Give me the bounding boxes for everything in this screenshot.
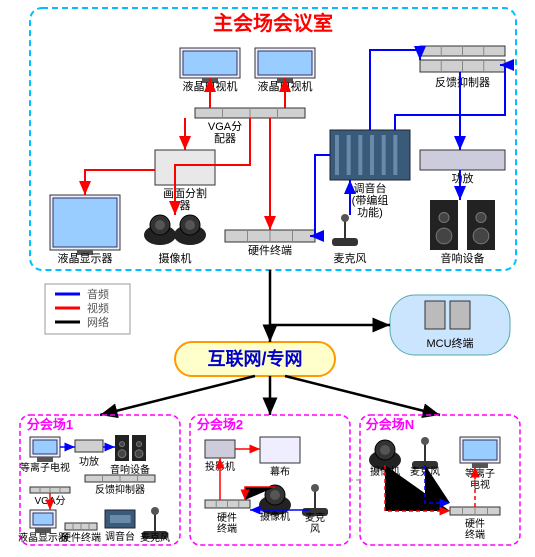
- svg-text:分会场1: 分会场1: [27, 417, 73, 432]
- svg-text:功能): 功能): [357, 205, 383, 219]
- svg-text:MCU终端: MCU终端: [426, 336, 473, 350]
- svg-text:画面分割: 画面分割: [163, 186, 207, 200]
- svg-text:麦克风: 麦克风: [334, 252, 367, 265]
- device: 功放: [420, 150, 505, 185]
- svg-text:主会场会议室: 主会场会议室: [213, 11, 333, 35]
- svg-text:反馈抑制器: 反馈抑制器: [95, 483, 145, 496]
- svg-text:麦克风: 麦克风: [140, 532, 170, 544]
- svg-text:音响设备: 音响设备: [110, 463, 150, 476]
- svg-text:电视: 电视: [470, 478, 490, 491]
- svg-text:麦克: 麦克: [305, 512, 325, 524]
- svg-text:终端: 终端: [217, 522, 237, 535]
- svg-text:配器: 配器: [214, 132, 236, 145]
- svg-text:液晶显示器: 液晶显示器: [58, 251, 113, 265]
- svg-text:功放: 功放: [79, 455, 99, 468]
- svg-text:网络: 网络: [87, 315, 109, 329]
- svg-text:视频: 视频: [87, 301, 109, 315]
- sub-room: 分会场2投影机幕布硬件终端摄像机麦克风: [190, 415, 350, 545]
- svg-text:幕布: 幕布: [270, 465, 290, 478]
- svg-text:分会场N: 分会场N: [366, 417, 414, 432]
- svg-text:硬件: 硬件: [217, 512, 237, 524]
- legend: 音频视频网络: [45, 284, 130, 334]
- svg-text:终端: 终端: [465, 528, 485, 541]
- svg-text:硬件: 硬件: [465, 518, 485, 530]
- internet-node: 互联网/专网: [175, 342, 335, 376]
- svg-text:风: 风: [310, 523, 320, 535]
- svg-text:硬件终端: 硬件终端: [248, 243, 292, 257]
- svg-text:调音台: 调音台: [354, 181, 387, 195]
- sub-room: 分会场1等离子电视功放音响设备反馈抑制器VGA分液晶显示器硬件终端调音台麦克风: [18, 415, 180, 545]
- svg-text:功放: 功放: [452, 171, 474, 185]
- svg-text:等离子: 等离子: [465, 467, 495, 480]
- svg-text:互联网/专网: 互联网/专网: [207, 348, 302, 369]
- svg-text:摄像机: 摄像机: [159, 251, 192, 265]
- svg-text:器: 器: [180, 199, 191, 212]
- svg-text:分会场2: 分会场2: [197, 417, 243, 432]
- svg-text:等离子电视: 等离子电视: [20, 461, 70, 474]
- svg-text:硬件终端: 硬件终端: [61, 531, 101, 544]
- device: 液晶显示器: [50, 195, 120, 265]
- svg-text:摄像机: 摄像机: [260, 510, 290, 523]
- svg-text:音响设备: 音响设备: [441, 251, 485, 265]
- svg-text:VGA分: VGA分: [208, 120, 242, 133]
- mcu: MCU终端: [390, 295, 510, 355]
- sub-room: 分会场N摄像机麦克风等离子电视硬件终端: [360, 415, 520, 545]
- svg-text:音频: 音频: [87, 287, 109, 301]
- svg-text:反馈抑制器: 反馈抑制器: [435, 75, 490, 89]
- diagram-canvas: 主会场会议室液晶电视机液晶电视机VGA分配器画面分割器液晶显示器摄像机硬件终端调…: [0, 0, 535, 557]
- svg-text:(带编组: (带编组: [352, 193, 389, 207]
- svg-text:调音台: 调音台: [105, 530, 135, 543]
- device: 硬件终端: [225, 230, 315, 257]
